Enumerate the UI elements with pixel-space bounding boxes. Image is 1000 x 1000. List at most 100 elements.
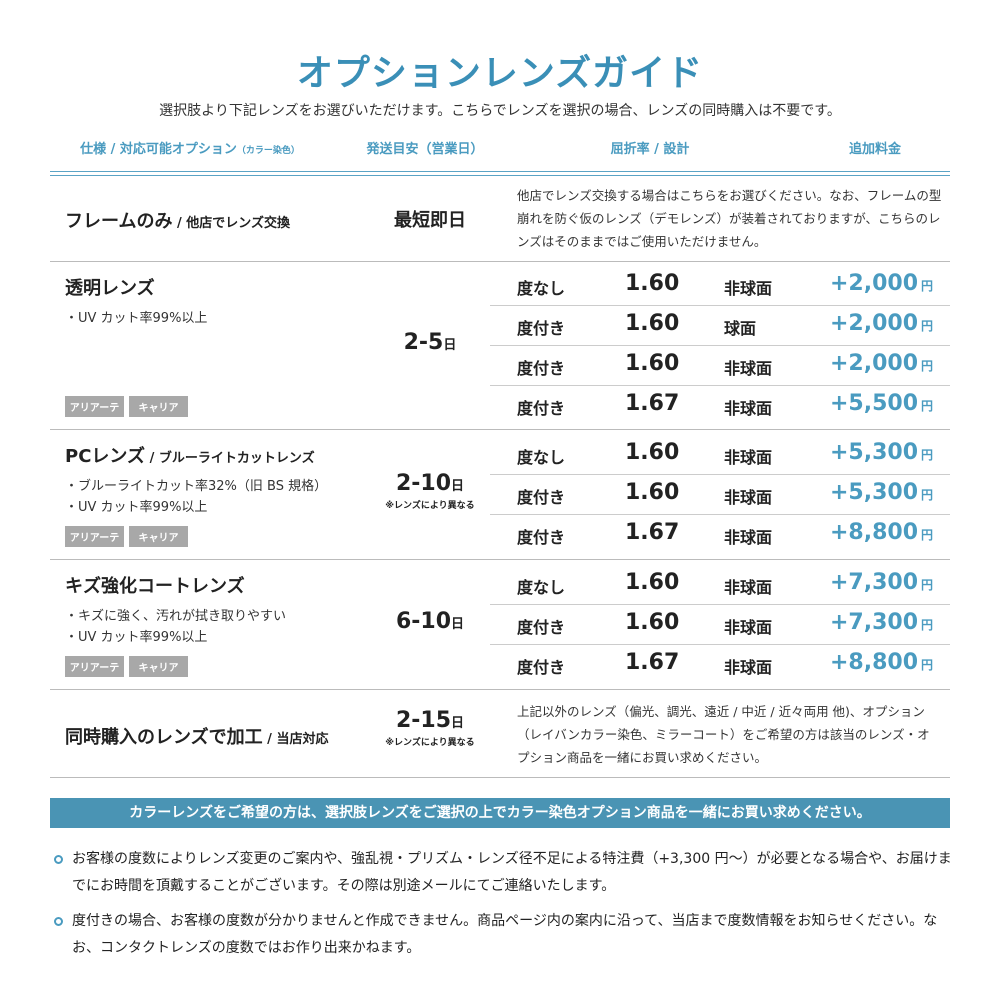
- row-description: 他店でレンズ交換する場合はこちらをお選びください。なお、フレームの型崩れを防ぐ仮…: [517, 188, 942, 249]
- prescription-type: 度付き: [517, 319, 566, 338]
- lens-name: 透明レンズ: [65, 278, 155, 299]
- feature-item: ・UV カット率99%以上: [65, 500, 208, 515]
- additional-price: +2,000 円: [830, 351, 934, 376]
- feature-list: ・ブルーライトカット率32%（旧 BS 規格） ・UV カット率99%以上: [65, 476, 327, 518]
- lens-option-row: 度付き 1.67 非球面 +8,800 円: [490, 515, 950, 555]
- notes-list: お客様の度数によりレンズ変更のご案内や、強乱視・プリズム・レンズ径不足による特注…: [50, 846, 955, 970]
- lens-info: キズ強化コートレンズ ・キズに強く、汚れが拭き取りやすい ・UV カット率99%以…: [65, 572, 286, 648]
- option-tag: キャリア: [129, 656, 188, 677]
- refractive-index: 1.60: [625, 570, 680, 595]
- feature-item: ・ブルーライトカット率32%（旧 BS 規格）: [65, 479, 328, 494]
- prescription-type: 度付き: [517, 528, 566, 547]
- additional-price: +5,300 円: [830, 440, 934, 465]
- lens-design: 非球面: [724, 658, 773, 677]
- lens-option-row: 度付き 1.60 非球面 +7,300 円: [490, 605, 950, 645]
- prescription-type: 度付き: [517, 359, 566, 378]
- lens-option-row: 度付き 1.67 非球面 +8,800 円: [490, 645, 950, 685]
- prescription-type: 度なし: [517, 279, 566, 298]
- lens-group-row: キズ強化コートレンズ ・キズに強く、汚れが拭き取りやすい ・UV カット率99%以…: [50, 560, 950, 690]
- option-tags: アリアーテ キャリア: [65, 656, 188, 677]
- additional-price: +8,800 円: [830, 520, 934, 545]
- refractive-index: 1.60: [625, 311, 680, 336]
- header-shipping: 発送目安（営業日）: [366, 142, 484, 157]
- option-tag: アリアーテ: [65, 396, 124, 417]
- additional-price: +7,300 円: [830, 570, 934, 595]
- lens-info: PCレンズ / ブルーライトカットレンズ ・ブルーライトカット率32%（旧 BS…: [65, 442, 327, 518]
- refractive-index: 1.60: [625, 271, 680, 296]
- lens-name: キズ強化コートレンズ: [65, 576, 245, 597]
- lens-name: PCレンズ / ブルーライトカットレンズ: [65, 446, 315, 467]
- shipping-time: 2-5日: [403, 330, 457, 355]
- refractive-index: 1.60: [625, 440, 680, 465]
- additional-price: +5,300 円: [830, 480, 934, 505]
- bullet-circle-icon: [54, 855, 63, 864]
- header-price: 追加料金: [848, 142, 901, 157]
- feature-item: ・UV カット率99%以上: [65, 630, 208, 645]
- lens-design: 非球面: [724, 279, 773, 298]
- prescription-type: 度なし: [517, 578, 566, 597]
- lens-option-row: 度付き 1.60 非球面 +5,300 円: [490, 475, 950, 515]
- lens-design: 非球面: [724, 578, 773, 597]
- option-tags: アリアーテ キャリア: [65, 526, 188, 547]
- refractive-index: 1.60: [625, 610, 680, 635]
- header-divider: [50, 175, 950, 176]
- lens-design: 非球面: [724, 528, 773, 547]
- lens-option-row: 度なし 1.60 非球面 +5,300 円: [490, 435, 950, 475]
- shipping-time: 2-10日 ※レンズにより異なる: [385, 471, 475, 511]
- feature-item: ・キズに強く、汚れが拭き取りやすい: [65, 609, 287, 624]
- refractive-index: 1.67: [625, 650, 680, 675]
- in-store-row: 同時購入のレンズで加工 / 当店対応 2-15日 ※レンズにより異なる 上記以外の…: [50, 690, 950, 778]
- shipping-time: 2-15日 ※レンズにより異なる: [385, 708, 475, 748]
- shipping-time: 最短即日: [394, 210, 466, 231]
- refractive-index: 1.67: [625, 520, 680, 545]
- lens-group-row: PCレンズ / ブルーライトカットレンズ ・ブルーライトカット率32%（旧 BS…: [50, 430, 950, 560]
- option-tag: アリアーテ: [65, 656, 124, 677]
- header-index: 屈折率 / 設計: [610, 142, 690, 157]
- prescription-type: 度付き: [517, 399, 566, 418]
- option-tag: アリアーテ: [65, 526, 124, 547]
- option-tags: アリアーテ キャリア: [65, 396, 188, 417]
- option-tag: キャリア: [129, 396, 188, 417]
- header-divider: [50, 171, 950, 172]
- additional-price: +5,500 円: [830, 391, 934, 416]
- lens-option-row: 度なし 1.60 非球面 +2,000 円: [490, 266, 950, 306]
- feature-list: ・UV カット率99%以上: [65, 308, 207, 329]
- additional-price: +7,300 円: [830, 610, 934, 635]
- lens-option-row: 度なし 1.60 非球面 +7,300 円: [490, 565, 950, 605]
- refractive-index: 1.60: [625, 480, 680, 505]
- refractive-index: 1.60: [625, 351, 680, 376]
- lens-group-row: 透明レンズ ・UV カット率99%以上 アリアーテ キャリア 2-5日 度なし 1…: [50, 262, 950, 430]
- feature-list: ・キズに強く、汚れが拭き取りやすい ・UV カット率99%以上: [65, 606, 286, 648]
- lens-design: 非球面: [724, 618, 773, 637]
- additional-price: +8,800 円: [830, 650, 934, 675]
- prescription-type: 度なし: [517, 448, 566, 467]
- page-title: オプションレンズガイド: [296, 53, 704, 94]
- note-item: 度付きの場合、お客様の度数が分かりませんと作成できません。商品ページ内の案内に沿…: [50, 908, 955, 962]
- additional-price: +2,000 円: [830, 271, 934, 296]
- lens-option-row: 度付き 1.60 球面 +2,000 円: [490, 306, 950, 346]
- lens-design: 非球面: [724, 488, 773, 507]
- prescription-type: 度付き: [517, 658, 566, 677]
- shipping-time: 6-10日: [395, 609, 465, 634]
- prescription-type: 度付き: [517, 488, 566, 507]
- row-title: 同時購入のレンズで加工 / 当店対応: [65, 727, 329, 748]
- header-spec: 仕様 / 対応可能オプション（カラー染色）: [80, 142, 300, 157]
- prescription-type: 度付き: [517, 618, 566, 637]
- frame-only-row: フレームのみ / 他店でレンズ交換 最短即日 他店でレンズ交換する場合はこちらを…: [50, 176, 950, 262]
- lens-design: 非球面: [724, 359, 773, 378]
- option-tag: キャリア: [129, 526, 188, 547]
- lens-option-row: 度付き 1.60 非球面 +2,000 円: [490, 346, 950, 386]
- lens-design: 球面: [724, 319, 757, 338]
- additional-price: +2,000 円: [830, 311, 934, 336]
- bullet-circle-icon: [54, 917, 63, 926]
- lens-info: 透明レンズ ・UV カット率99%以上: [65, 274, 207, 329]
- row-description: 上記以外のレンズ（偏光、調光、遠近 / 中近 / 近々両用 他)、オプション（レ…: [517, 704, 930, 765]
- note-item: お客様の度数によりレンズ変更のご案内や、強乱視・プリズム・レンズ径不足による特注…: [50, 846, 955, 900]
- lens-option-row: 度付き 1.67 非球面 +5,500 円: [490, 386, 950, 426]
- page-subtitle: 選択肢より下記レンズをお選びいただけます。こちらでレンズを選択の場合、レンズの同…: [159, 103, 841, 119]
- lens-design: 非球面: [724, 399, 773, 418]
- refractive-index: 1.67: [625, 391, 680, 416]
- color-lens-banner: カラーレンズをご希望の方は、選択肢レンズをご選択の上でカラー染色オプション商品を…: [50, 798, 950, 828]
- feature-item: ・UV カット率99%以上: [65, 311, 208, 326]
- row-title: フレームのみ / 他店でレンズ交換: [65, 211, 291, 232]
